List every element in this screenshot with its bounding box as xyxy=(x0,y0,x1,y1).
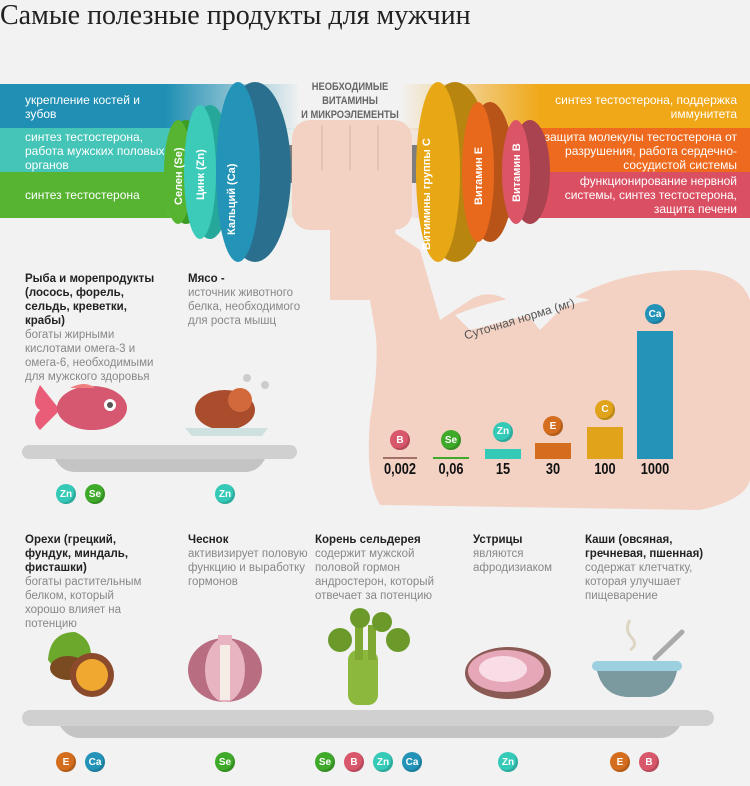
plate-label-zn: Цинк (Zn) xyxy=(195,149,207,200)
chart-bar-c xyxy=(587,426,623,459)
plate-label-se: Селен (Se) xyxy=(173,147,185,205)
nutrient-badge-zn: Zn xyxy=(493,421,513,442)
center-heading-line: НЕОБХОДИМЫЕ ВИТАМИНЫ xyxy=(311,81,389,107)
porridge-illustration xyxy=(592,619,685,697)
chart-bar-ca xyxy=(637,331,673,459)
chart-value-label: 30 xyxy=(545,461,561,478)
food-description: содержат клетчатку, которая улучшает пищ… xyxy=(585,562,693,602)
nutrient-badge-se: Se xyxy=(441,430,461,450)
chart-value-label: 0,06 xyxy=(438,461,464,478)
dumbbell: Селен (Se) Цинк (Zn) Кальций (Ca) Витими… xyxy=(164,82,550,300)
food-title: Корень сельдерея xyxy=(315,534,421,546)
plate-label-b: Витамин В xyxy=(511,143,523,202)
food-item: Орехи (грецкий, фундук, миндаль, фисташк… xyxy=(25,533,150,631)
food-title: Чеснок xyxy=(188,534,229,546)
food-title: Орехи (грецкий, фундук, миндаль, фисташк… xyxy=(25,534,129,574)
center-heading: НЕОБХОДИМЫЕ ВИТАМИНЫ И МИКРОЭЛЕМЕНТЫ xyxy=(299,80,401,122)
chart-value-label: 100 xyxy=(594,461,616,478)
food-title: Каши (овсяная, гречневая, пшенная) xyxy=(585,534,704,560)
garlic-illustration xyxy=(188,635,262,702)
fist-illustration xyxy=(292,120,412,300)
food-illustrations xyxy=(22,374,714,738)
nutrient-badge-e: E xyxy=(543,416,563,437)
nuts-illustration xyxy=(48,632,114,697)
food-description: источник животного белка, необходимого д… xyxy=(188,287,301,327)
food-item: Каши (овсяная, гречневая, пшенная) содерж… xyxy=(585,533,710,603)
chicken-illustration xyxy=(185,374,269,436)
nutrient-badge-e: E xyxy=(610,752,630,772)
food-title: Мясо - xyxy=(188,273,225,285)
nutrient-badge-se: Se xyxy=(215,752,235,772)
food-title: Рыба и морепродукты (лосось, форель, сел… xyxy=(25,273,155,327)
food-item: Мясо - источник животного белка, необходи… xyxy=(188,272,313,328)
food-item: Рыба и морепродукты (лосось, форель, сел… xyxy=(25,272,165,384)
food-item: Чеснок активизирует половую функцию и выр… xyxy=(188,533,313,589)
nutrient-badge-zn: Zn xyxy=(373,752,393,772)
food-description: активизирует половую функцию и выработку… xyxy=(188,548,308,588)
chart-bar-e xyxy=(535,443,571,459)
chart-bar-b xyxy=(383,457,417,459)
chart-bar-se xyxy=(433,457,469,459)
chart-bar-zn xyxy=(485,448,521,459)
celery-illustration xyxy=(328,608,410,705)
nutrient-badge-zn: Zn xyxy=(498,752,518,772)
nutrient-badge-ca: Ca xyxy=(85,752,105,772)
oyster-illustration xyxy=(465,647,551,699)
food-description: содержит мужской половой гормон андросте… xyxy=(315,548,434,602)
center-heading-line: И МИКРОЭЛЕМЕНТЫ xyxy=(301,109,399,121)
food-title: Устрицы xyxy=(473,534,523,546)
page-title: Самые полезные продукты для мужчин xyxy=(0,0,471,31)
chart-value-label: 1000 xyxy=(640,461,670,478)
nutrient-badge-zn: Zn xyxy=(56,484,76,504)
food-description: являются афродизиаком xyxy=(473,548,553,574)
plate-label-ca: Кальций (Ca) xyxy=(226,163,238,235)
food-description: богаты жирными кислотами омега-3 и омега… xyxy=(25,329,154,383)
food-description: богаты растительным белком, который хоро… xyxy=(25,576,142,630)
nutrient-badge-c: C xyxy=(595,399,615,420)
nutrient-badge-b: B xyxy=(344,752,364,772)
nutrient-badge-ca: Ca xyxy=(402,752,422,772)
nutrient-badge-se: Se xyxy=(315,752,335,772)
plate-bottom xyxy=(22,710,714,738)
chart-value-label: 0,002 xyxy=(383,461,417,478)
food-item: Корень сельдерея содержит мужской половой… xyxy=(315,533,440,603)
food-item: Устрицы являются афродизиаком xyxy=(473,533,598,575)
nutrient-badge-b: B xyxy=(390,430,410,450)
chart-value-label: 15 xyxy=(495,461,511,478)
nutrient-badge-ca: Ca xyxy=(645,304,665,324)
nutrient-badge-b: B xyxy=(639,752,659,772)
plate-label-c: Витимины группы С xyxy=(421,138,433,250)
plate-top xyxy=(22,445,297,472)
nutrient-badge-e: E xyxy=(56,752,76,772)
fish-illustration xyxy=(35,384,127,430)
nutrient-badge-zn: Zn xyxy=(215,484,235,504)
plate-label-e: Витамин Е xyxy=(473,147,485,205)
nutrient-badge-se: Se xyxy=(85,484,105,504)
